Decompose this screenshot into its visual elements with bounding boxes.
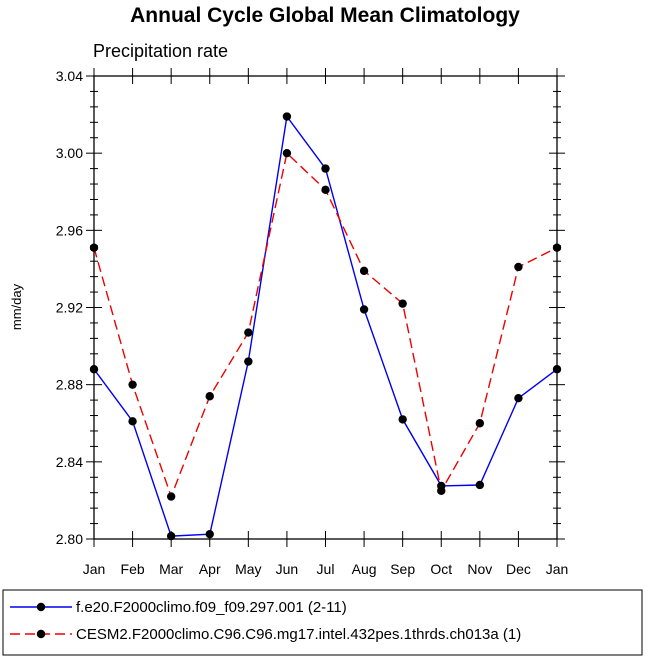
y-axis-label: mm/day	[9, 283, 24, 330]
x-tick-label: Dec	[506, 561, 531, 577]
series-2-point	[321, 185, 330, 195]
y-tick-label: 2.92	[56, 300, 83, 316]
series-1-point	[552, 365, 562, 374]
x-tick-label: Aug	[352, 561, 377, 577]
series-1-point	[166, 531, 176, 541]
chart-subtitle: Precipitation rate	[93, 41, 228, 61]
series-2-point	[128, 380, 137, 389]
series-2-point	[166, 492, 176, 501]
series-2-point	[282, 148, 292, 158]
plot-frame	[93, 75, 558, 540]
x-tick-label: Jan	[546, 561, 569, 577]
y-tick-label: 2.84	[56, 454, 83, 470]
x-tick-label: Oct	[430, 561, 452, 577]
ticks-layer: 2.80 2.84 2.88 2.92 2.96 3.00 3.04 Jan Feb Mar Apr…	[56, 68, 569, 577]
series-2-point	[552, 243, 562, 252]
series-1-point	[359, 305, 369, 314]
series-1-point	[514, 393, 523, 403]
legend-label-2: CESM2.F2000climo.C96.C96.mg17.intel.432p…	[76, 626, 521, 643]
series-1-point	[398, 415, 407, 424]
series-2-point	[205, 392, 214, 401]
y-tick-label: 2.88	[56, 377, 83, 393]
series-2-point	[89, 243, 99, 252]
series-2-point	[437, 486, 446, 495]
y-tick-label: 2.96	[56, 222, 83, 238]
series-line-2	[93, 151, 558, 499]
x-tick-label: Mar	[159, 561, 183, 577]
x-tick-label: Sep	[390, 561, 415, 577]
series-2-point	[359, 266, 369, 276]
y-tick-label: 3.00	[56, 145, 83, 161]
series-1-point	[475, 480, 485, 490]
series-line-1	[93, 114, 558, 537]
series-1-point	[89, 365, 99, 374]
series-2-point	[475, 419, 485, 428]
series-1-point	[321, 164, 330, 173]
series-1-point	[205, 529, 214, 539]
series-2-point	[244, 328, 253, 337]
series-2-point	[398, 299, 407, 308]
series-1-point	[244, 357, 253, 366]
chart-title: Annual Cycle Global Mean Climatology	[130, 4, 520, 27]
legend-marker-2	[36, 629, 46, 639]
series-layer	[89, 112, 562, 541]
legend-label-1: f.e20.F2000climo.f09_f09.297.001 (2-11)	[76, 599, 347, 616]
series-1-point	[128, 417, 137, 426]
x-tick-label: Jul	[317, 561, 335, 577]
x-tick-label: Apr	[199, 561, 221, 577]
legend-marker-1	[36, 602, 46, 612]
x-tick-label: Feb	[121, 561, 145, 577]
legend-box	[2, 589, 643, 656]
y-tick-label: 2.80	[56, 531, 83, 547]
x-tick-label: Jun	[276, 561, 299, 577]
x-tick-label: Nov	[467, 561, 492, 577]
series-2-point	[514, 262, 523, 272]
x-tick-label: May	[235, 561, 261, 577]
y-tick-label: 3.04	[56, 68, 83, 84]
series-1-point	[282, 112, 292, 121]
x-tick-label: Jan	[83, 561, 106, 577]
legend: f.e20.F2000climo.f09_f09.297.001 (2-11) C…	[10, 599, 521, 643]
